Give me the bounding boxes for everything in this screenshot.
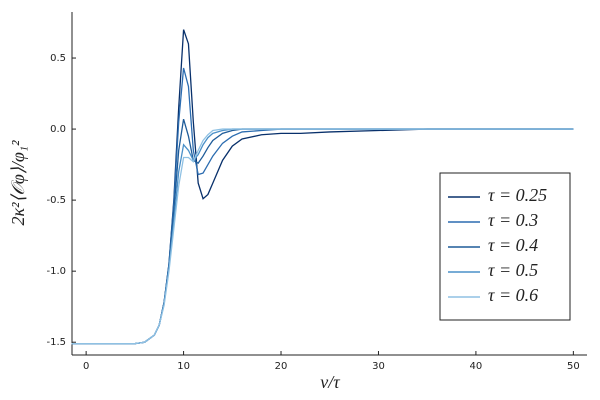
- y-tick-label: -1.0: [46, 266, 66, 277]
- legend-label: τ = 0.3: [488, 210, 538, 230]
- x-tick-label: 10: [177, 361, 190, 372]
- x-tick-label: 0: [83, 361, 89, 372]
- y-tick-label: 0.5: [50, 53, 66, 64]
- y-tick-label: 0.0: [50, 124, 66, 135]
- x-tick-label: 30: [372, 361, 385, 372]
- x-axis-label: v/τ: [320, 372, 340, 392]
- legend-label: τ = 0.6: [488, 285, 538, 305]
- y-axis-label: 2κ²⟨𝒪φ⟩/φ₁²: [8, 140, 28, 226]
- series-line: [71, 128, 574, 345]
- legend-label: τ = 0.5: [488, 260, 538, 280]
- x-tick-label: 20: [275, 361, 288, 372]
- x-tick-label: 40: [470, 361, 483, 372]
- legend-label: τ = 0.4: [488, 235, 538, 255]
- y-tick-label: -0.5: [46, 195, 66, 206]
- y-tick-label: -1.5: [46, 337, 66, 348]
- x-tick-label: 50: [567, 361, 580, 372]
- legend-label: τ = 0.25: [488, 185, 547, 205]
